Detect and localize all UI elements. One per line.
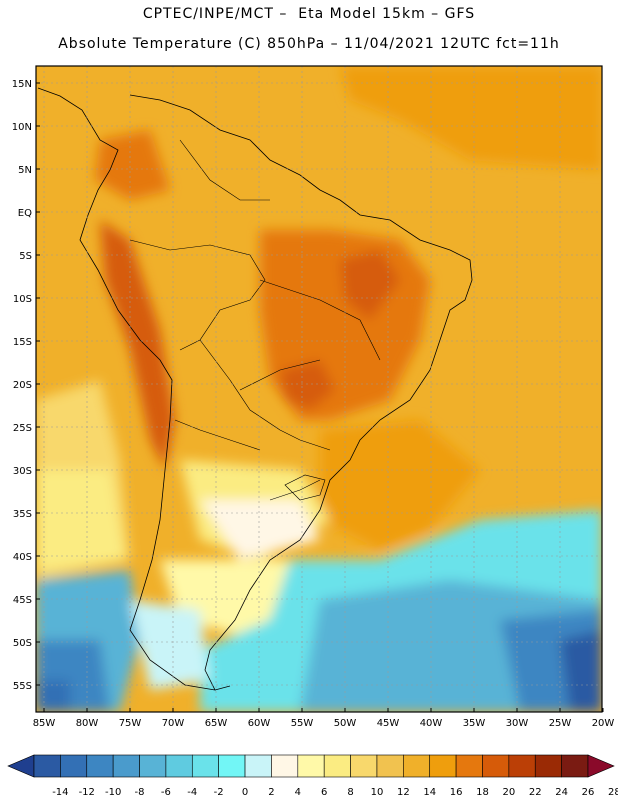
colorbar-tick-label: 24 bbox=[555, 787, 568, 798]
colorbar-swatch bbox=[561, 754, 589, 778]
colorbar-swatch bbox=[86, 754, 114, 778]
colorbar-tick-label: -12 bbox=[79, 787, 95, 798]
colorbar-tick-label: -14 bbox=[52, 787, 68, 798]
colorbar-tick-label: 28 bbox=[608, 787, 618, 798]
chart-title: CPTEC/INPE/MCT – Eta Model 15km – GFS bbox=[142, 6, 476, 22]
colorbar-tick-label: -6 bbox=[161, 787, 171, 798]
colorbar-swatch bbox=[271, 754, 299, 778]
colorbar-tick-label: -4 bbox=[187, 787, 197, 798]
lon-label: 70W bbox=[162, 718, 185, 729]
colorbar-tick-label: 26 bbox=[582, 787, 595, 798]
coastline bbox=[37, 87, 473, 691]
colorbar-tick-label: 18 bbox=[476, 787, 489, 798]
colorbar-swatch bbox=[403, 754, 431, 778]
lat-label: 55S bbox=[13, 681, 32, 692]
latitude-labels: 15N 10N 5N EQ 5S 10S 15S 20S 25S 30S 35S 40S 45S 50S 5… bbox=[12, 79, 40, 692]
colorbar-swatch bbox=[244, 754, 272, 778]
lon-label: 80W bbox=[76, 718, 99, 729]
lat-label: 50S bbox=[13, 638, 32, 649]
lat-label: 15S bbox=[13, 337, 32, 348]
lat-label: EQ bbox=[18, 208, 32, 219]
colorbar-min-arrow bbox=[7, 754, 35, 778]
colorbar-swatch bbox=[455, 754, 483, 778]
colorbar-max-arrow bbox=[587, 754, 615, 778]
colorbar-tick-label: 20 bbox=[502, 787, 515, 798]
lat-label: 35S bbox=[13, 509, 32, 520]
colorbar-swatch bbox=[534, 754, 562, 778]
lat-label: 10N bbox=[12, 122, 32, 133]
lat-label: 20S bbox=[13, 380, 32, 391]
longitude-labels: 85W 80W 75W 70W 65W 60W 55W 50W 45W 40W 35W 30W 25W 2… bbox=[33, 708, 615, 729]
colorbar-swatch bbox=[165, 754, 193, 778]
colorbar-tick-label: 8 bbox=[347, 787, 353, 798]
map-frame bbox=[35, 65, 603, 713]
lat-label: 40S bbox=[13, 552, 32, 563]
colorbar-swatch bbox=[218, 754, 246, 778]
colorbar-tick-label: -8 bbox=[135, 787, 145, 798]
lat-label: 5S bbox=[19, 251, 32, 262]
colorbar-swatch bbox=[112, 754, 140, 778]
temperature-field bbox=[36, 66, 602, 712]
lon-label: 40W bbox=[420, 718, 443, 729]
colorbar-swatch bbox=[323, 754, 351, 778]
colorbar-tick-label: 14 bbox=[423, 787, 436, 798]
lon-label: 25W bbox=[549, 718, 572, 729]
colorbar bbox=[7, 754, 615, 778]
lon-label: 55W bbox=[291, 718, 314, 729]
colorbar-tick-label: 0 bbox=[242, 787, 248, 798]
colorbar-tick-label: 6 bbox=[321, 787, 327, 798]
lon-label: 75W bbox=[119, 718, 142, 729]
country-borders bbox=[129, 139, 381, 501]
colorbar-swatch bbox=[482, 754, 510, 778]
colorbar-tick-label: 16 bbox=[450, 787, 463, 798]
lat-label: 10S bbox=[13, 294, 32, 305]
lon-label: 20W bbox=[592, 718, 615, 729]
colorbar-swatch bbox=[191, 754, 219, 778]
colorbar-ticks: -14 -12 -10 -8 -6 -4 -2 0 2 4 6 8 10 12 14 16 18 20 22 24 26… bbox=[52, 787, 618, 798]
colorbar-swatch bbox=[376, 754, 404, 778]
lat-label: 25S bbox=[13, 423, 32, 434]
colorbar-swatch bbox=[508, 754, 536, 778]
graticule bbox=[36, 66, 602, 712]
chart-subtitle: Absolute Temperature (C) 850hPa – 11/04/… bbox=[58, 36, 560, 52]
colorbar-swatch bbox=[350, 754, 378, 778]
colorbar-swatch bbox=[33, 754, 61, 778]
lat-label: 15N bbox=[12, 79, 32, 90]
lon-label: 30W bbox=[506, 718, 529, 729]
lon-label: 45W bbox=[377, 718, 400, 729]
colorbar-tick-label: -10 bbox=[105, 787, 121, 798]
lon-label: 65W bbox=[205, 718, 228, 729]
lon-label: 35W bbox=[463, 718, 486, 729]
lon-label: 60W bbox=[248, 718, 271, 729]
colorbar-swatch bbox=[297, 754, 325, 778]
colorbar-swatch bbox=[60, 754, 88, 778]
colorbar-tick-label: 2 bbox=[268, 787, 274, 798]
lon-label: 85W bbox=[33, 718, 56, 729]
colorbar-tick-label: -2 bbox=[214, 787, 224, 798]
colorbar-tick-label: 10 bbox=[371, 787, 384, 798]
lat-label: 5N bbox=[18, 165, 32, 176]
colorbar-swatch bbox=[139, 754, 167, 778]
colorbar-tick-label: 22 bbox=[529, 787, 542, 798]
colorbar-tick-label: 12 bbox=[397, 787, 410, 798]
colorbar-swatch bbox=[429, 754, 457, 778]
lat-label: 30S bbox=[13, 466, 32, 477]
lat-label: 45S bbox=[13, 595, 32, 606]
colorbar-tick-label: 4 bbox=[295, 787, 301, 798]
lon-label: 50W bbox=[334, 718, 357, 729]
